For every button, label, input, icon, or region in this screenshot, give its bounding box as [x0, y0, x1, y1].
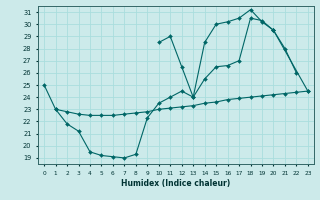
X-axis label: Humidex (Indice chaleur): Humidex (Indice chaleur) — [121, 179, 231, 188]
